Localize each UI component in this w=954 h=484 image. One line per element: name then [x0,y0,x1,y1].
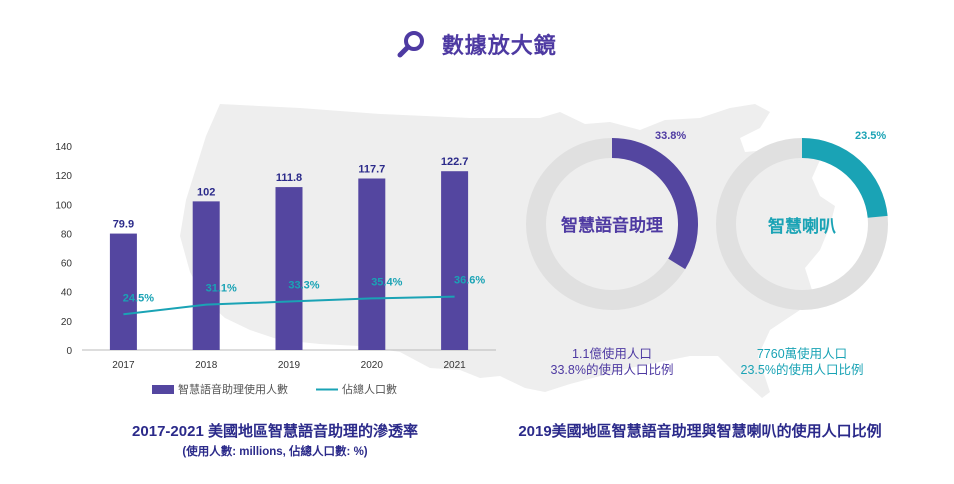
legend-line-label: 佔總人口數 [342,382,397,396]
donut-voice-assistant: 智慧語音助理 [526,138,698,310]
x-tick-label: 2019 [278,360,301,371]
x-tick-label: 2018 [195,360,218,371]
x-tick-label: 2021 [443,360,466,371]
bar [192,201,220,350]
bar-value-label: 102 [197,186,215,198]
donut-value-label: 33.8% [655,130,687,142]
bar [441,171,469,350]
donut-ring-value [611,138,698,270]
chart-caption: 2017-2021 美國地區智慧語音助理的滲透率 (使用人數: millions… [60,420,490,459]
bar-value-label: 111.8 [276,172,302,184]
legend-bar-swatch [152,385,174,394]
chart-legend: 智慧語音助理使用人數 佔總人口數 [152,382,397,396]
chart-title: 2017-2021 美國地區智慧語音助理的滲透率 [132,423,418,440]
donut-note: 1.1億使用人口 33.8%的使用人口比例 [532,346,692,378]
chart-bars: 79.9 2017 102 2018 111.8 2019 117.7 2020 122.7 20… [109,156,469,371]
donut-note-line1: 7760萬使用人口 [756,347,848,361]
donut-center-label: 智慧語音助理 [561,215,663,235]
x-tick-label: 2017 [112,360,135,371]
y-tick-label: 80 [61,229,73,240]
line-value-label: 31.1% [206,283,237,295]
donut-caption: 2019美國地區智慧語音助理與智慧喇叭的使用人口比例 [518,423,882,440]
donut-value-label: 23.5% [855,130,887,142]
line-value-label: 35.4% [371,276,402,288]
bar [109,233,137,350]
line-value-label: 24.5% [123,292,154,304]
x-tick-label: 2020 [361,360,384,371]
y-tick-label: 60 [61,259,73,270]
page-title: 數據放大鏡 [441,33,557,58]
bar [275,187,303,350]
donut-ring-value [801,138,888,219]
bar-value-label: 117.7 [358,163,385,175]
donut-note-line1: 1.1億使用人口 [572,347,652,361]
donut-note-line2: 23.5%的使用人口比例 [740,363,864,377]
chart-subtitle: (使用人數: millions, 佔總人口數: %) [182,446,368,458]
page-header: 數據放大鏡 [0,28,954,60]
y-tick-label: 120 [55,171,72,182]
y-tick-label: 0 [66,346,72,357]
line-value-label: 33.3% [288,279,319,291]
y-tick-label: 20 [61,317,73,328]
donut-note-line2: 33.8%的使用人口比例 [550,363,674,377]
y-tick-label: 40 [61,288,73,299]
line-value-label: 36.6% [454,275,485,287]
donut-smart-speaker: 智慧喇叭 [716,138,888,310]
donut-center-label: 智慧喇叭 [768,216,836,236]
legend-bar-label: 智慧語音助理使用人數 [178,382,288,396]
y-tick-label: 140 [55,142,72,153]
series-line [123,295,455,316]
magnifier-icon [397,31,425,58]
bar-value-label: 122.7 [441,156,469,168]
y-tick-label: 100 [55,200,72,211]
donut-note: 7760萬使用人口 23.5%的使用人口比例 [722,346,882,378]
bar [358,178,386,350]
chart-line: 24.5% 31.1% 33.3% 35.4% 36.6% [123,275,485,316]
bar-value-label: 79.9 [113,219,134,231]
